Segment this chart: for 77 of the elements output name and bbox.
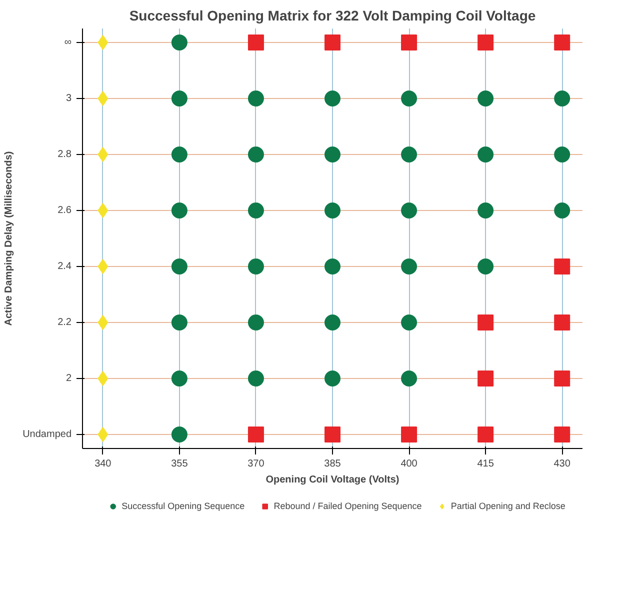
x-tick-label: 340 [94,458,112,470]
legend-label: Successful Opening Sequence [122,501,245,511]
point [171,370,188,386]
point [171,426,188,442]
point [98,91,108,106]
point [98,203,108,218]
point [554,202,570,218]
point [554,146,570,162]
point [98,371,108,386]
point [554,314,570,330]
point [401,370,418,386]
y-tick-label: ∞ [64,37,72,48]
y-tick-label: 3 [66,93,72,104]
point [401,90,418,106]
y-tick-label: Undamped [22,429,72,440]
point [324,90,340,106]
x-axis-title: Opening Coil Voltage (Volts) [266,474,400,486]
point [478,426,494,442]
point [401,258,418,274]
point [324,34,340,50]
point [248,146,264,162]
point [554,34,570,50]
point [98,427,108,442]
point [554,370,570,386]
x-tick-label: 400 [400,458,418,470]
point [248,34,264,50]
x-tick-label: 430 [554,458,571,470]
x-tick-label: 385 [324,458,342,470]
point [171,146,188,162]
point [554,426,570,442]
point [171,314,188,330]
point [401,202,418,218]
point [248,370,264,386]
point [324,370,340,386]
point [171,34,188,50]
point [248,314,264,330]
y-tick-label: 2.6 [58,205,72,216]
point [554,258,570,274]
point [324,426,340,442]
x-tick-label: 415 [477,458,494,470]
x-tick-label: 370 [248,458,265,470]
legend-label: Rebound / Failed Opening Sequence [274,501,422,511]
point [478,370,494,386]
y-axis-title: Active Damping Delay (Milliseconds) [4,151,15,326]
point [98,315,108,330]
point [554,90,570,106]
point [98,259,108,274]
point [324,202,340,218]
point [401,426,418,442]
y-tick-label: 2.2 [58,317,72,328]
point [248,258,264,274]
point [248,426,264,442]
point [248,90,264,106]
point [478,258,494,274]
x-tick-label: 355 [171,458,188,470]
point [478,146,494,162]
point [98,147,108,162]
point [478,90,494,106]
y-tick-label: 2 [66,373,72,384]
legend-label: Partial Opening and Reclose [450,501,566,511]
point [401,146,418,162]
point [324,258,340,274]
point [171,202,188,218]
point [401,314,418,330]
point [324,146,340,162]
point [98,35,108,50]
point [248,202,264,218]
chart-title: Successful Opening Matrix for 322 Volt Damping Coil Voltage [129,8,536,24]
point [171,90,188,106]
point [478,202,494,218]
point [171,258,188,274]
point [324,314,340,330]
point [478,34,494,50]
point [401,34,418,50]
y-tick-label: 2.8 [58,149,72,160]
y-tick-label: 2.4 [58,261,72,272]
point [478,314,494,330]
